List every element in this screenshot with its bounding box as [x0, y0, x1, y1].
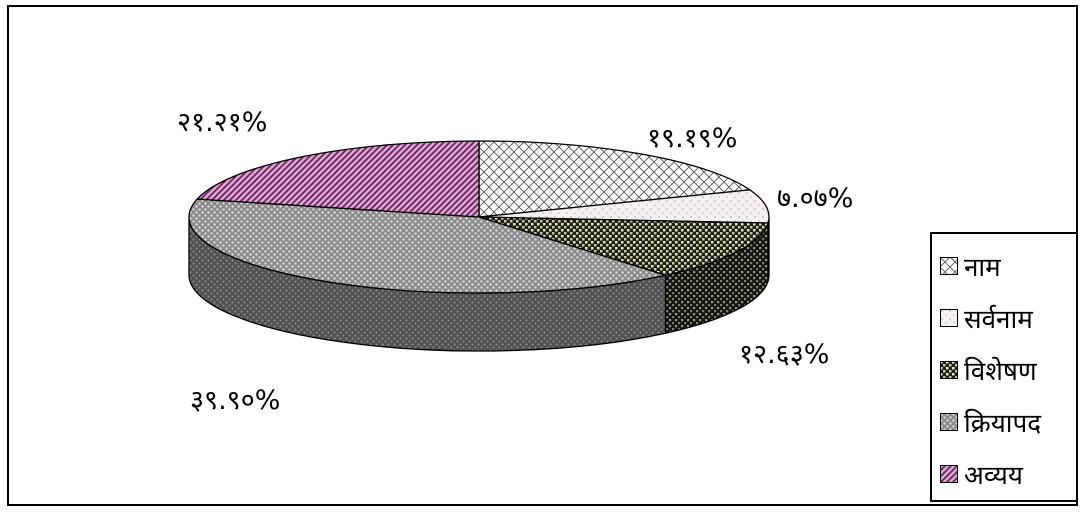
data-label-2: १२.६३% — [739, 339, 829, 370]
pie-slices — [188, 140, 770, 294]
data-label-0: १९.१९% — [647, 123, 737, 154]
legend-label: विशेषण — [964, 357, 1037, 387]
legend: नाम सर्वनाम विशेषण क्रियापद अव्यय — [930, 232, 1078, 502]
legend-label: नाम — [964, 253, 1001, 283]
data-label-1: ७.०७% — [777, 183, 853, 214]
pie-slice-0 — [478, 140, 752, 218]
legend-item: विशेषण — [940, 344, 1076, 396]
pie-chart: १९.१९% ७.०७% १२.६३% ३९.९०% २१.२१% — [177, 107, 853, 416]
legend-item: अव्यय — [940, 448, 1076, 500]
legend-label: अव्यय — [964, 461, 1023, 491]
pie-slice-1 — [478, 189, 770, 224]
legend-swatch — [940, 413, 958, 431]
legend-item: नाम — [940, 240, 1076, 292]
pie-slice-2 — [478, 216, 769, 276]
legend-label: सर्वनाम — [964, 305, 1033, 335]
data-labels: १९.१९% ७.०७% १२.६३% ३९.९०% २१.२१% — [177, 107, 853, 416]
legend-label: क्रियापद — [964, 409, 1042, 439]
legend-swatch — [940, 309, 958, 327]
pie-sides — [188, 216, 770, 352]
legend-swatch — [940, 465, 958, 483]
legend-item: क्रियापद — [940, 396, 1076, 448]
chart-frame: १९.१९% ७.०७% १२.६३% ३९.९०% २१.२१% नाम सर… — [7, 5, 1078, 506]
legend-swatch — [940, 361, 958, 379]
data-label-3: ३९.९०% — [190, 385, 280, 416]
pie-slice-3 — [188, 198, 668, 294]
legend-item: सर्वनाम — [940, 292, 1076, 344]
pie-slice-4 — [195, 140, 480, 218]
data-label-4: २१.२१% — [177, 107, 267, 138]
legend-swatch — [940, 257, 958, 275]
